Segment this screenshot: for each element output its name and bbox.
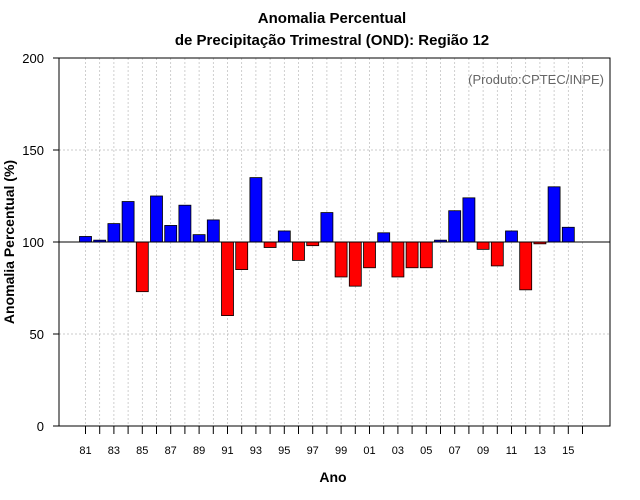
bars-layer — [79, 177, 575, 316]
x-tick-label: 03 — [392, 445, 404, 457]
x-axis-label: Ano — [319, 469, 346, 485]
chart-title-line-2: de Precipitação Trimestral (OND): Região… — [175, 32, 489, 49]
x-tick-label: 95 — [278, 445, 290, 457]
x-tick-label: 85 — [136, 445, 148, 457]
bar-89 — [192, 234, 206, 243]
bar-88 — [178, 204, 192, 243]
x-tick-label: 99 — [335, 445, 347, 457]
bar-95 — [277, 230, 291, 243]
bar-87 — [164, 225, 178, 243]
bar-05 — [419, 241, 433, 269]
x-tick-label: 89 — [193, 445, 205, 457]
bar-84 — [121, 201, 135, 243]
bar-04 — [405, 241, 419, 269]
bar-83 — [107, 223, 121, 243]
x-tick-label: 97 — [307, 445, 319, 457]
x-tick-label: 93 — [250, 445, 262, 457]
y-axis-label: Anomalia Percentual (%) — [1, 160, 17, 324]
bar-11 — [505, 230, 518, 243]
bar-01 — [363, 241, 376, 269]
bar-81 — [79, 236, 92, 243]
bar-94 — [263, 241, 277, 248]
bar-99 — [334, 241, 348, 278]
x-tick-label: 13 — [534, 445, 546, 457]
bar-85 — [135, 241, 149, 293]
y-tick-label: 0 — [37, 419, 44, 434]
x-axis: 81 83 85 87 89 91 93 95 97 99 01 03 05 07 09 11 13 15 — [79, 426, 583, 457]
bar-97 — [306, 241, 320, 247]
bar-07 — [448, 210, 462, 243]
y-tick-label: 200 — [22, 51, 44, 66]
bar-00 — [348, 241, 362, 287]
x-tick-label: 05 — [420, 445, 432, 457]
bar-98 — [320, 212, 334, 243]
bar-86 — [150, 195, 163, 243]
x-tick-label: 91 — [221, 445, 233, 457]
bar-03 — [391, 241, 405, 278]
x-tick-label: 07 — [449, 445, 461, 457]
bar-15 — [561, 226, 575, 243]
bar-10 — [490, 241, 504, 267]
source-label: (Produto:CPTEC/INPE) — [468, 72, 604, 87]
bar-91 — [221, 241, 234, 316]
chart-title-line-1: Anomalia Percentual — [258, 10, 406, 27]
x-tick-label: 09 — [477, 445, 489, 457]
y-tick-label: 100 — [22, 235, 44, 250]
bar-02 — [377, 232, 391, 243]
bar-90 — [206, 219, 220, 243]
y-axis: 0 50 100 150 200 — [22, 51, 59, 434]
bar-08 — [462, 197, 476, 243]
x-tick-label: 87 — [165, 445, 177, 457]
y-tick-label: 50 — [30, 327, 44, 342]
bar-14 — [547, 186, 561, 243]
bar-12 — [519, 241, 533, 291]
x-tick-label: 01 — [363, 445, 375, 457]
y-tick-label: 150 — [22, 143, 44, 158]
x-tick-label: 83 — [108, 445, 120, 457]
bar-96 — [292, 241, 305, 261]
x-tick-label: 15 — [562, 445, 574, 457]
bar-09 — [476, 241, 490, 250]
x-tick-label: 11 — [506, 445, 517, 457]
bar-93 — [249, 177, 263, 243]
x-tick-label: 81 — [79, 445, 91, 457]
bar-92 — [235, 241, 249, 271]
